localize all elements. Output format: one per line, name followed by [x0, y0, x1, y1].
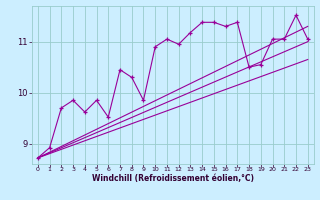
X-axis label: Windchill (Refroidissement éolien,°C): Windchill (Refroidissement éolien,°C) — [92, 174, 254, 183]
